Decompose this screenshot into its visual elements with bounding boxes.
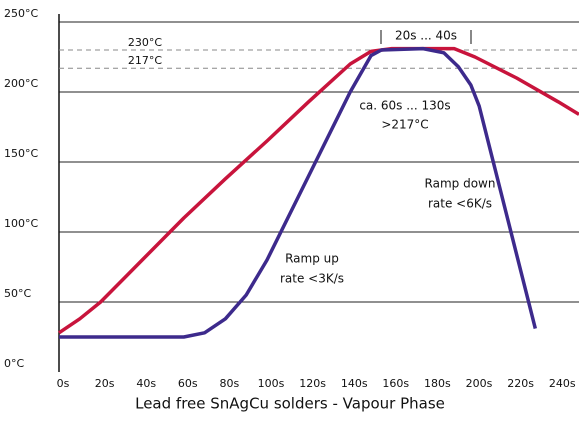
x-tick-label: 80s bbox=[220, 377, 240, 390]
x-tick-label: 160s bbox=[382, 377, 409, 390]
reference-label: 230°C bbox=[128, 36, 162, 49]
y-tick-label: 200°C bbox=[4, 77, 38, 90]
x-tick-label: 20s bbox=[95, 377, 115, 390]
x-tick-label: 240s bbox=[549, 377, 576, 390]
x-tick-label: 180s bbox=[424, 377, 451, 390]
x-tick-label: 140s bbox=[341, 377, 368, 390]
y-tick-label: 50°C bbox=[4, 287, 31, 300]
reference-label: 217°C bbox=[128, 54, 162, 67]
x-tick-label: 100s bbox=[258, 377, 285, 390]
x-tick-label: 0s bbox=[57, 377, 70, 390]
y-tick-label: 250°C bbox=[4, 7, 38, 20]
annotation: Ramp up bbox=[285, 252, 339, 266]
annotation: Ramp down bbox=[425, 177, 496, 191]
line-series bbox=[58, 46, 579, 335]
x-tick-label: 40s bbox=[136, 377, 156, 390]
annotation: ca. 60s ... 130s bbox=[359, 99, 450, 113]
y-tick-label: 0°C bbox=[4, 357, 24, 370]
annotation: >217°C bbox=[381, 118, 428, 132]
chart-title: Lead free SnAgCu solders - Vapour Phase bbox=[135, 395, 445, 413]
y-tick-label: 150°C bbox=[4, 147, 38, 160]
annotation: rate <6K/s bbox=[428, 197, 492, 211]
x-tick-label: 200s bbox=[466, 377, 493, 390]
x-tick-label: 220s bbox=[507, 377, 534, 390]
annotation: 20s ... 40s bbox=[395, 29, 457, 43]
x-tick-label: 120s bbox=[299, 377, 326, 390]
x-tick-label: 60s bbox=[178, 377, 198, 390]
y-tick-label: 100°C bbox=[4, 217, 38, 230]
line-series bbox=[59, 46, 538, 339]
annotation: rate <3K/s bbox=[280, 272, 344, 286]
